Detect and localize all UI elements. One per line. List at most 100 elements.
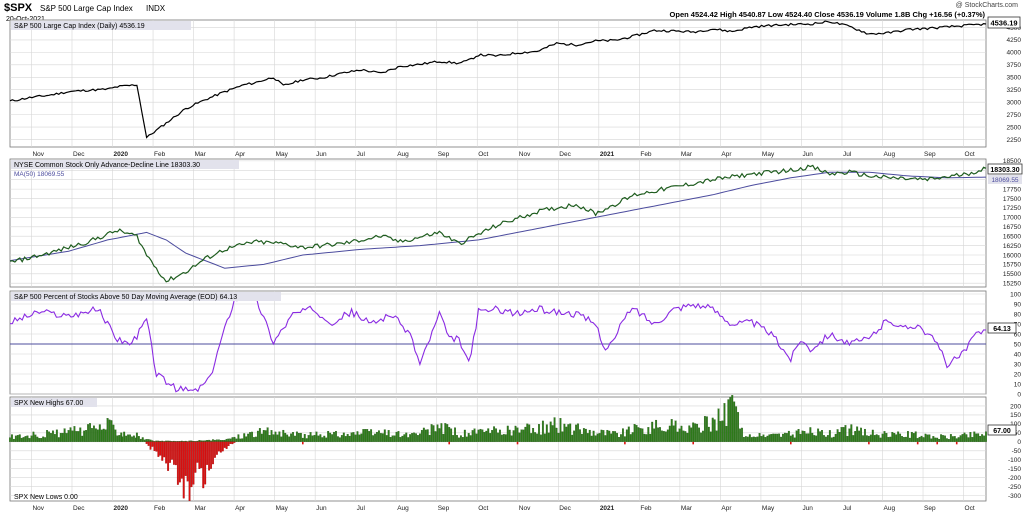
new-highs-bar bbox=[832, 436, 835, 442]
new-highs-bar bbox=[255, 436, 257, 442]
new-lows-bar bbox=[692, 441, 694, 445]
new-highs-bar bbox=[938, 439, 941, 442]
new-highs-bar bbox=[38, 438, 41, 442]
new-lows-bar bbox=[161, 441, 164, 461]
new-highs-bar bbox=[405, 432, 408, 442]
price-last-value-box bbox=[987, 16, 1021, 29]
highs-last-value-box bbox=[987, 424, 1017, 436]
new-highs-bar bbox=[885, 433, 888, 442]
x-tick-label: Sep bbox=[438, 505, 450, 512]
new-highs-bar bbox=[471, 430, 474, 442]
new-highs-bar bbox=[522, 429, 525, 442]
new-highs-bar bbox=[145, 439, 148, 442]
new-highs-bar bbox=[461, 437, 464, 442]
new-highs-bar bbox=[905, 436, 907, 442]
new-highs-bar bbox=[692, 422, 695, 442]
new-highs-bar bbox=[971, 437, 974, 442]
new-highs-bar bbox=[985, 431, 987, 442]
new-highs-bar bbox=[9, 437, 11, 442]
new-highs-bar bbox=[280, 436, 283, 442]
new-lows-bar bbox=[145, 441, 148, 444]
x-tick-label: Apr bbox=[235, 505, 246, 512]
new-highs-bar bbox=[418, 433, 421, 442]
new-highs-bar bbox=[450, 428, 453, 442]
new-highs-bar bbox=[489, 433, 492, 442]
x-tick-label: Oct bbox=[965, 151, 975, 158]
new-highs-bar bbox=[719, 421, 722, 442]
new-highs-bar bbox=[477, 429, 480, 442]
new-highs-bar bbox=[776, 433, 779, 442]
x-tick-label: Jul bbox=[843, 151, 852, 158]
new-highs-bar bbox=[645, 434, 648, 442]
new-highs-bar bbox=[143, 439, 146, 442]
new-highs-bar bbox=[789, 435, 792, 442]
new-highs-bar bbox=[383, 429, 386, 442]
new-lows-bar bbox=[516, 441, 519, 445]
new-highs-bar bbox=[536, 433, 538, 442]
new-highs-bar bbox=[59, 432, 62, 442]
new-highs-bar bbox=[955, 438, 958, 442]
new-highs-bar bbox=[785, 433, 788, 442]
new-highs-bar bbox=[637, 427, 640, 442]
y-tick-label: -150 bbox=[1008, 466, 1021, 473]
highs-title: SPX New Highs 67.00 bbox=[14, 400, 83, 407]
x-tick-label: Jul bbox=[357, 151, 366, 158]
new-highs-bar bbox=[327, 431, 330, 442]
new-highs-bar bbox=[977, 433, 980, 442]
new-highs-bar bbox=[549, 421, 552, 442]
y-tick-label: 18500 bbox=[1003, 158, 1021, 165]
new-highs-bar bbox=[493, 426, 496, 442]
new-highs-bar bbox=[403, 434, 406, 442]
new-highs-bar bbox=[485, 430, 488, 442]
new-highs-bar bbox=[733, 401, 736, 442]
new-highs-bar bbox=[639, 428, 642, 442]
price-title-box bbox=[11, 21, 191, 30]
new-highs-bar bbox=[594, 435, 597, 442]
new-highs-bar bbox=[514, 425, 517, 442]
new-highs-bar bbox=[709, 431, 712, 442]
new-highs-bar bbox=[512, 430, 515, 442]
new-highs-bar bbox=[278, 431, 281, 442]
x-axis-top: Nov Dec 2020 Feb Mar Apr May Jun Jul Aug Sep Oct Nov… bbox=[32, 151, 974, 158]
new-highs-bar bbox=[746, 436, 749, 442]
ad-panel: 1850018250180001775017500172501700016750… bbox=[9, 158, 1023, 288]
new-highs-bar bbox=[256, 430, 259, 442]
new-highs-bar bbox=[686, 432, 689, 442]
new-highs-bar bbox=[803, 431, 806, 442]
new-highs-bar bbox=[920, 435, 923, 442]
x-tick-label: May bbox=[276, 151, 289, 158]
x-tick-label: Feb bbox=[640, 505, 652, 512]
x-tick-label: Feb bbox=[154, 505, 166, 512]
x-tick-label: 2021 bbox=[600, 151, 615, 158]
new-highs-bar bbox=[444, 423, 447, 442]
new-highs-bar bbox=[727, 399, 730, 442]
new-lows-bar bbox=[206, 441, 209, 465]
new-highs-bar bbox=[288, 436, 291, 442]
new-highs-bar bbox=[678, 428, 681, 442]
new-highs-bar bbox=[266, 427, 269, 442]
new-highs-bar bbox=[26, 435, 29, 442]
new-highs-bar bbox=[754, 437, 757, 442]
new-highs-bar bbox=[731, 395, 734, 442]
new-highs-bar bbox=[723, 403, 726, 442]
new-lows-bar bbox=[200, 441, 203, 469]
new-highs-bar bbox=[817, 428, 820, 442]
new-highs-bar bbox=[321, 437, 324, 442]
new-highs-bar bbox=[959, 435, 962, 442]
new-highs-bar bbox=[268, 435, 271, 442]
new-highs-bar bbox=[579, 429, 581, 442]
new-highs-bar bbox=[428, 435, 431, 442]
new-highs-bar bbox=[430, 424, 433, 442]
new-highs-bar bbox=[282, 429, 285, 442]
new-highs-bar bbox=[735, 406, 738, 442]
new-highs-bar bbox=[600, 429, 603, 442]
new-lows-bar bbox=[155, 441, 158, 452]
new-highs-bar bbox=[210, 440, 212, 442]
new-lows-bar bbox=[165, 441, 168, 464]
new-highs-bar bbox=[352, 432, 355, 442]
new-highs-bar bbox=[305, 438, 308, 442]
new-highs-bar bbox=[854, 431, 857, 442]
new-highs-bar bbox=[106, 418, 109, 442]
new-highs-bar bbox=[245, 436, 248, 442]
x-tick-label: Mar bbox=[195, 151, 207, 158]
